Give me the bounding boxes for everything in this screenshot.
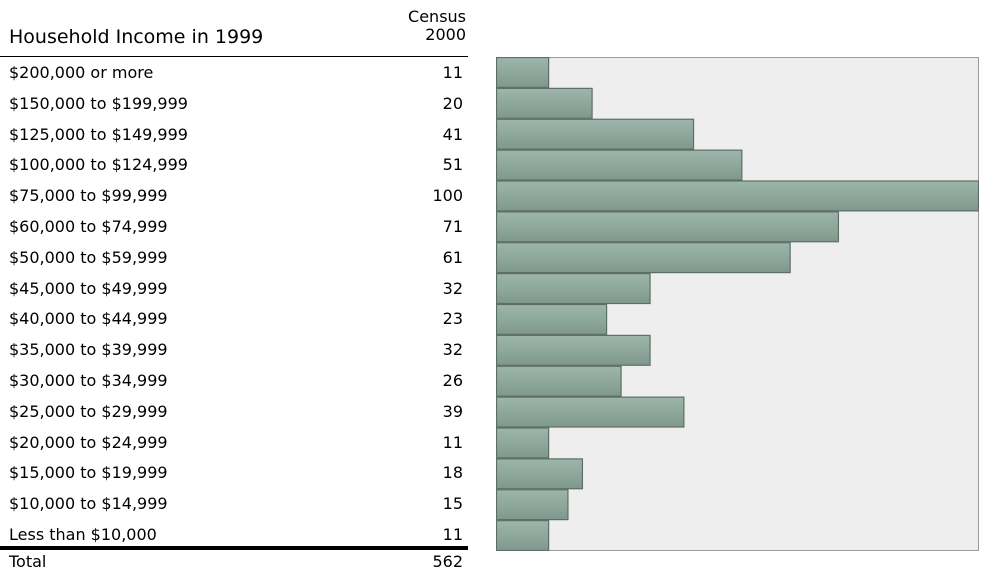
row-value: 11 bbox=[442, 525, 463, 544]
row-value: 32 bbox=[442, 340, 463, 360]
table-row: $50,000 to $59,999 61 bbox=[0, 242, 468, 273]
header-divider bbox=[0, 56, 468, 57]
row-label: $100,000 to $124,999 bbox=[9, 155, 188, 175]
table-row: $125,000 to $149,999 41 bbox=[0, 119, 468, 150]
row-label: $30,000 to $34,999 bbox=[9, 371, 168, 390]
table-row: $10,000 to $14,999 15 bbox=[0, 488, 468, 519]
row-label: $35,000 to $39,999 bbox=[9, 340, 168, 360]
table-row: $45,000 to $49,999 32 bbox=[0, 273, 468, 304]
bar bbox=[496, 396, 685, 428]
income-bar-chart bbox=[496, 57, 979, 551]
bar bbox=[496, 427, 550, 459]
bar bbox=[496, 180, 979, 212]
row-value: 39 bbox=[442, 401, 463, 421]
total-label: Total bbox=[9, 552, 47, 571]
row-label: $45,000 to $49,999 bbox=[9, 278, 168, 298]
row-label: $10,000 to $14,999 bbox=[9, 494, 168, 514]
row-value: 100 bbox=[432, 186, 463, 206]
bar bbox=[496, 334, 651, 366]
row-label: $20,000 to $24,999 bbox=[9, 432, 168, 452]
row-value: 26 bbox=[442, 371, 463, 390]
row-label: Less than $10,000 bbox=[9, 525, 157, 544]
total-divider bbox=[0, 546, 468, 550]
bar bbox=[496, 87, 593, 119]
row-label: $150,000 to $199,999 bbox=[9, 93, 188, 113]
row-value: 20 bbox=[442, 93, 463, 113]
column-header-line1: Census bbox=[408, 7, 466, 26]
total-value: 562 bbox=[432, 552, 463, 571]
bar bbox=[496, 149, 743, 181]
bar bbox=[496, 458, 584, 490]
bar bbox=[496, 365, 622, 397]
table-row: $60,000 to $74,999 71 bbox=[0, 211, 468, 242]
row-value: 18 bbox=[442, 463, 463, 483]
column-header-line2: 2000 bbox=[425, 25, 466, 44]
row-value: 11 bbox=[442, 63, 463, 82]
row-label: $40,000 to $44,999 bbox=[9, 309, 168, 329]
table-row: $25,000 to $29,999 39 bbox=[0, 396, 468, 427]
row-value: 32 bbox=[442, 278, 463, 298]
row-value: 41 bbox=[442, 124, 463, 144]
table-row: $40,000 to $44,999 23 bbox=[0, 303, 468, 334]
row-label: $125,000 to $149,999 bbox=[9, 124, 188, 144]
table-title: Household Income in 1999 bbox=[9, 26, 264, 48]
table-row: $20,000 to $24,999 11 bbox=[0, 427, 468, 458]
row-value: 71 bbox=[442, 217, 463, 236]
row-value: 51 bbox=[442, 155, 463, 175]
row-label: $60,000 to $74,999 bbox=[9, 217, 168, 236]
bar bbox=[496, 489, 569, 521]
table-row: $100,000 to $124,999 51 bbox=[0, 149, 468, 180]
table-row: $75,000 to $99,999 100 bbox=[0, 180, 468, 211]
row-value: 11 bbox=[442, 432, 463, 452]
bar bbox=[496, 273, 651, 305]
table-row: $30,000 to $34,999 26 bbox=[0, 365, 468, 396]
row-label: $50,000 to $59,999 bbox=[9, 247, 168, 267]
table-row: $150,000 to $199,999 20 bbox=[0, 88, 468, 119]
row-label: $200,000 or more bbox=[9, 63, 154, 82]
row-label: $75,000 to $99,999 bbox=[9, 186, 168, 206]
column-header-census-2000: Census 2000 bbox=[380, 8, 466, 44]
row-label: $25,000 to $29,999 bbox=[9, 401, 168, 421]
row-label: $15,000 to $19,999 bbox=[9, 463, 168, 483]
bar bbox=[496, 57, 550, 88]
bar bbox=[496, 520, 550, 551]
table-row: $35,000 to $39,999 32 bbox=[0, 334, 468, 365]
table-row: Less than $10,000 11 bbox=[0, 519, 468, 550]
bar bbox=[496, 211, 840, 243]
table-row: $200,000 or more 11 bbox=[0, 57, 468, 88]
table-row: $15,000 to $19,999 18 bbox=[0, 457, 468, 488]
row-value: 61 bbox=[442, 247, 463, 267]
bar bbox=[496, 242, 791, 274]
row-value: 23 bbox=[442, 309, 463, 329]
bar bbox=[496, 303, 608, 335]
bar bbox=[496, 118, 695, 150]
row-value: 15 bbox=[442, 494, 463, 514]
